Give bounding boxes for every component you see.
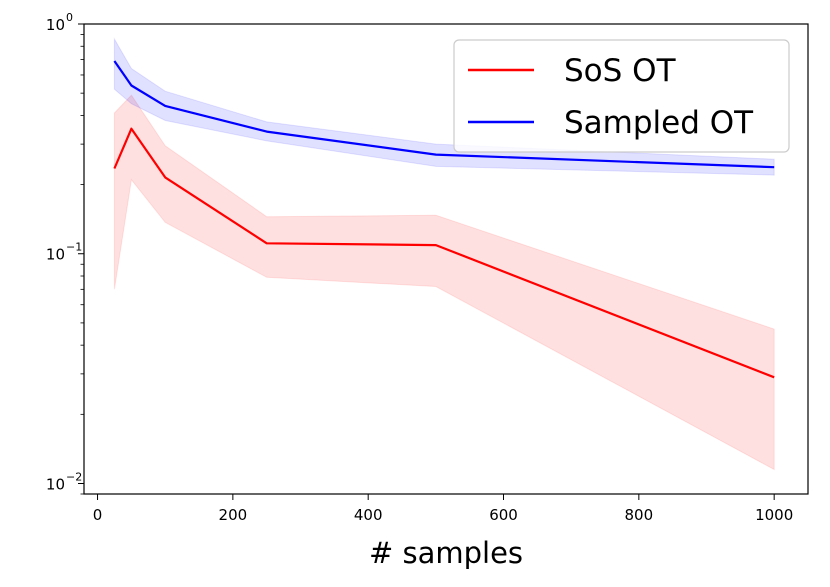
legend-box <box>453 39 790 153</box>
legend-label: Sampled OT <box>564 105 754 141</box>
confidence-bands <box>113 37 775 471</box>
series-lines <box>113 60 775 379</box>
x-tick-label: 600 <box>489 506 518 524</box>
line-sampled-ot <box>113 60 775 169</box>
y-tick-label: 10 <box>46 16 65 34</box>
y-tick-exponent: −1 <box>66 241 82 254</box>
x-tick-label: 400 <box>354 506 383 524</box>
y-tick-exponent: 0 <box>66 11 73 24</box>
band-sampled-ot <box>113 37 775 176</box>
legend: SoS OT Sampled OT <box>453 39 790 153</box>
legend-label: SoS OT <box>564 53 677 89</box>
x-tick-label: 200 <box>219 506 248 524</box>
x-tick-label: 1000 <box>755 506 793 524</box>
band-sos-ot <box>113 94 775 471</box>
line-sos-ot <box>113 127 775 379</box>
y-tick-label: 10 <box>46 475 65 493</box>
x-tick-label: 800 <box>625 506 654 524</box>
x-axis-title: # samples <box>369 536 523 570</box>
y-tick-label: 10 <box>46 246 65 264</box>
y-tick-exponent: −2 <box>66 470 82 483</box>
x-axis-ticks: 0 200 400 600 800 1000 <box>93 494 793 524</box>
x-tick-label: 0 <box>93 506 103 524</box>
plot-frame <box>83 23 809 495</box>
